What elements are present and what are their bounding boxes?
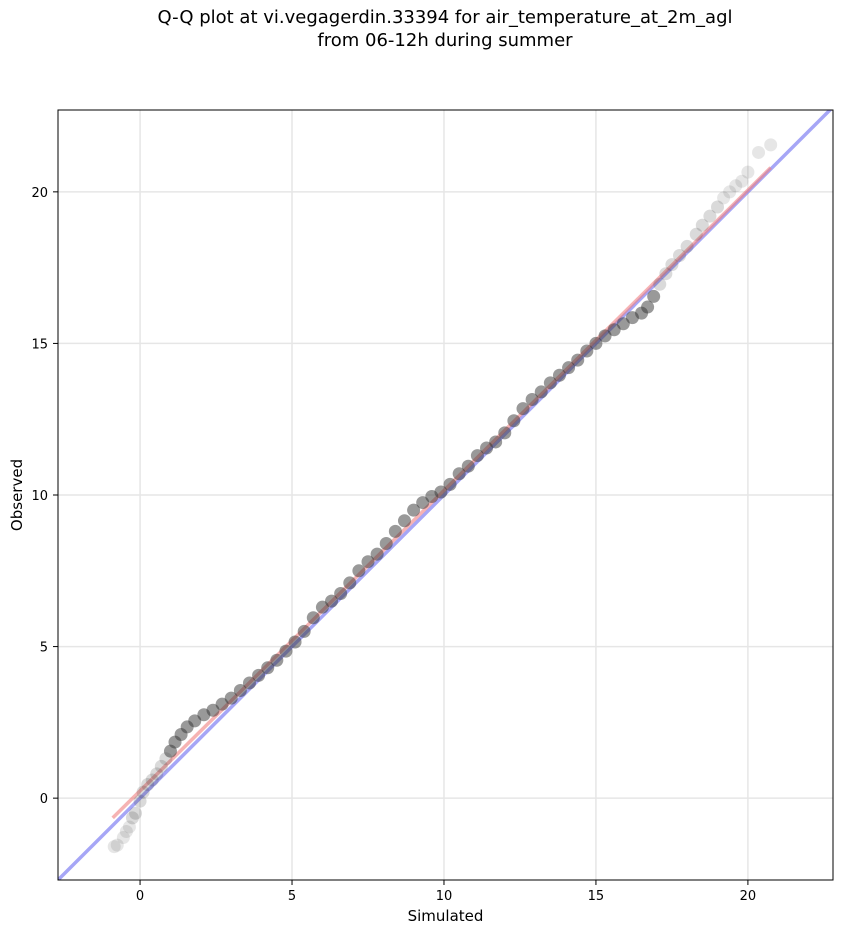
data-point <box>580 344 594 358</box>
data-point <box>145 773 159 787</box>
data-point <box>461 459 475 473</box>
data-point <box>680 239 694 253</box>
data-point <box>711 200 725 214</box>
data-point <box>673 249 687 263</box>
data-point <box>188 714 202 728</box>
y-tick-label: 10 <box>31 489 48 504</box>
data-point <box>689 227 703 241</box>
data-point <box>735 174 749 188</box>
data-point <box>665 258 679 272</box>
data-point <box>315 600 329 614</box>
data-point <box>242 676 256 690</box>
data-point <box>407 503 421 517</box>
data-point <box>388 524 402 538</box>
data-point <box>154 759 168 773</box>
data-point <box>452 467 466 481</box>
axis-ticks: 0 5 10 15 20 0 5 10 15 20 <box>31 186 756 904</box>
data-point <box>571 353 585 367</box>
y-tick-label: 5 <box>40 641 48 656</box>
x-axis-label: Simulated <box>408 907 484 925</box>
data-point <box>480 441 494 455</box>
data-point <box>215 697 229 711</box>
chart-title: Q-Q plot at vi.vegagerdin.33394 for air_… <box>0 6 843 52</box>
chart-title-line1: Q-Q plot at vi.vegagerdin.33394 for air_… <box>157 7 733 28</box>
data-point <box>647 289 661 303</box>
data-point <box>233 684 247 698</box>
data-point <box>224 691 238 705</box>
data-point <box>306 611 320 625</box>
data-point <box>116 831 130 845</box>
data-point <box>717 191 731 205</box>
data-point <box>525 393 539 407</box>
data-point <box>334 587 348 601</box>
data-point <box>150 767 164 781</box>
data-point <box>136 785 150 799</box>
data-point <box>659 267 673 281</box>
data-point <box>370 547 384 561</box>
data-point <box>297 624 311 638</box>
x-tick-label: 20 <box>740 889 757 904</box>
data-point <box>507 414 521 428</box>
data-point <box>325 594 339 608</box>
y-tick-label: 0 <box>40 792 48 807</box>
data-point <box>352 564 366 578</box>
data-point <box>607 323 621 337</box>
data-point <box>361 555 375 569</box>
data-point <box>443 477 457 491</box>
data-point <box>288 635 302 649</box>
chart-subtitle: from 06-12h during summer <box>317 30 573 51</box>
data-point <box>107 840 121 854</box>
data-point <box>764 138 778 152</box>
x-tick-label: 15 <box>588 889 605 904</box>
data-point <box>110 838 124 852</box>
data-point <box>252 668 266 682</box>
data-point <box>723 185 737 199</box>
data-point <box>703 209 717 223</box>
data-point <box>589 336 603 350</box>
grid-lines <box>58 110 833 880</box>
data-point <box>534 385 548 399</box>
data-point <box>261 661 275 675</box>
data-point <box>552 368 566 382</box>
data-point <box>379 537 393 551</box>
data-point <box>598 329 612 343</box>
y-tick-label: 20 <box>31 186 48 201</box>
data-point <box>516 402 530 416</box>
data-point <box>616 317 630 331</box>
data-point <box>653 277 667 291</box>
data-point <box>562 361 576 375</box>
y-tick-label: 15 <box>31 337 48 352</box>
x-tick-label: 5 <box>288 889 296 904</box>
data-point <box>129 806 142 820</box>
data-point <box>434 485 448 499</box>
data-point <box>125 811 139 825</box>
data-point <box>416 496 430 510</box>
data-point <box>498 426 512 440</box>
y-axis-label: Observed <box>8 459 26 531</box>
x-tick-label: 0 <box>136 889 144 904</box>
data-point <box>641 300 655 314</box>
data-point <box>752 145 766 159</box>
data-point <box>133 794 147 808</box>
data-points <box>107 138 778 854</box>
data-point <box>206 703 220 717</box>
data-point <box>122 820 136 834</box>
x-tick-label: 10 <box>436 889 453 904</box>
data-point <box>343 576 357 590</box>
data-point <box>119 824 133 838</box>
data-point <box>489 435 503 449</box>
data-point <box>141 778 155 792</box>
data-point <box>279 644 293 658</box>
data-point <box>741 165 755 179</box>
data-point <box>397 514 411 528</box>
data-point <box>543 376 557 390</box>
data-point <box>695 218 709 232</box>
data-point <box>270 653 284 667</box>
data-point <box>470 449 484 463</box>
data-point <box>729 179 743 193</box>
